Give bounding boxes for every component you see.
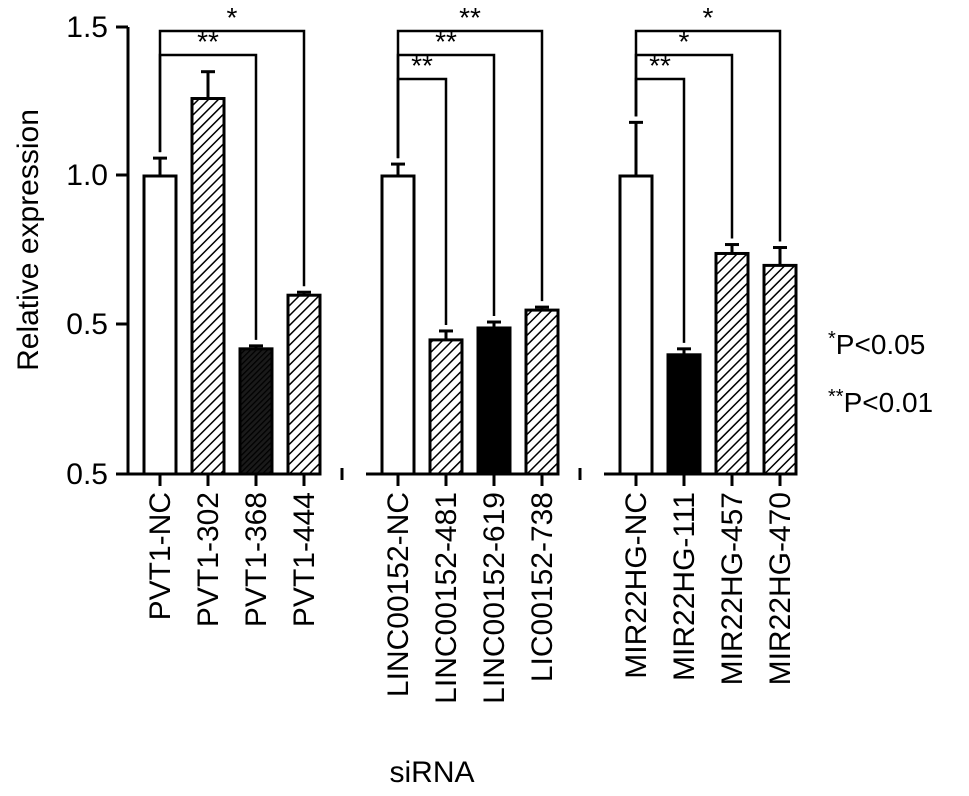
x-tick-label-lic00152-738: LIC00152-738	[526, 492, 559, 682]
bar-linc00152-481	[428, 338, 464, 476]
bar-pvt1-nc	[142, 174, 178, 476]
bracket-stars-g2-3: **	[459, 2, 481, 33]
bracket-stars-g1-1: **	[197, 26, 219, 57]
bar-pvt1-302	[190, 97, 226, 476]
legend-p005-text: P<0.05	[835, 329, 926, 360]
legend-p001-text: P<0.01	[843, 387, 934, 418]
bar-mir22hg-111	[666, 353, 702, 476]
y-axis-label: Relative expression	[12, 109, 45, 371]
bracket-stars-g1-2: *	[227, 2, 238, 33]
legend-p005: *P<0.05	[828, 328, 925, 361]
x-axis-label: siRNA	[389, 756, 474, 789]
bracket-line-g2-3	[396, 29, 544, 302]
x-tick-label-pvt1-444: PVT1-444	[288, 492, 321, 627]
bracket-stars-g3-2: *	[679, 26, 690, 57]
bracket-stars-g3-1: **	[649, 50, 671, 81]
legend-p001: **P<0.01	[828, 386, 933, 419]
x-tick-label-pvt1-368: PVT1-368	[240, 492, 273, 627]
x-tick-label-mir22hg-nc: MIR22HG-NC	[620, 492, 653, 679]
bar-pvt1-444	[286, 293, 322, 476]
y-tick-label: 1.5	[66, 11, 108, 44]
significance-brackets: *************	[158, 2, 782, 343]
y-tick-label: 0.5	[66, 458, 108, 491]
bars	[142, 70, 798, 476]
x-tick-labels: PVT1-NC PVT1-302 PVT1-368 PVT1-444 LINC00152…	[144, 474, 797, 704]
y-ticks: 0.5 0.5 1.0 1.5	[66, 11, 128, 491]
bar-mir22hg-nc	[618, 174, 654, 476]
bar-linc00152-619	[476, 326, 512, 476]
bar-pvt1-368	[238, 347, 274, 476]
bar-mir22hg-457	[714, 251, 750, 476]
x-tick-label-mir22hg-470: MIR22HG-470	[764, 492, 797, 685]
x-tick-label-linc00152-481: LINC00152-481	[430, 492, 463, 704]
legend-p001-stars: **	[828, 386, 844, 408]
x-tick-label-mir22hg-111: MIR22HG-111	[668, 492, 701, 681]
bracket-stars-g2-1: **	[411, 50, 433, 81]
bracket-line-g3-3	[634, 29, 782, 242]
bracket-stars-g2-2: **	[435, 26, 457, 57]
bracket-stars-g3-3: *	[703, 2, 714, 33]
x-tick-label-linc00152-nc: LINC00152-NC	[382, 492, 415, 697]
axes: Relative expression siRNA	[12, 27, 794, 789]
bar-mir22hg-470	[762, 263, 798, 476]
x-tick-label-mir22hg-457: MIR22HG-457	[716, 492, 749, 685]
legend-p005-stars: *	[828, 328, 836, 350]
x-tick-label-pvt1-302: PVT1-302	[192, 492, 225, 627]
x-tick-label-linc00152-619: LINC00152-619	[478, 492, 511, 704]
bar-linc00152-nc	[380, 174, 416, 476]
y-tick-label: 1.0	[66, 159, 108, 192]
bar-lic00152-738	[524, 308, 560, 476]
bracket-line-g1-2	[158, 29, 306, 287]
y-tick-label: 0.5	[66, 308, 108, 341]
x-tick-label-pvt1-nc: PVT1-NC	[144, 492, 177, 620]
